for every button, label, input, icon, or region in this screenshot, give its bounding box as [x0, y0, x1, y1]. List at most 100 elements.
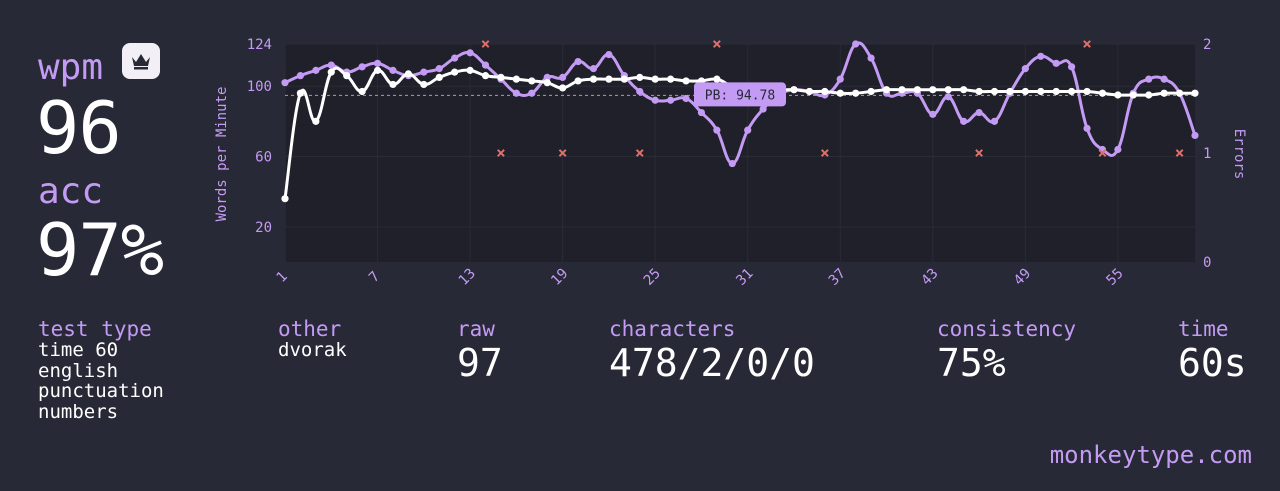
y2-axis: 0 1 2 — [1203, 37, 1211, 271]
wpm-value: 96 — [36, 86, 122, 170]
pb-label-text: PB: 94.78 — [705, 88, 775, 103]
raw-point — [1083, 124, 1091, 132]
raw-point — [512, 89, 520, 97]
error-marker-stroke — [975, 149, 983, 157]
error-marker-stroke — [712, 40, 721, 48]
wpm-point — [960, 86, 968, 94]
raw-point — [528, 89, 536, 97]
raw-point — [574, 57, 582, 66]
raw-point — [713, 126, 721, 134]
wpm-point — [373, 66, 382, 74]
raw-point — [1145, 75, 1153, 83]
wpm-point — [913, 86, 921, 94]
crown-icon[interactable] — [122, 43, 160, 79]
error-marker — [1083, 40, 1091, 48]
raw-point — [605, 50, 613, 59]
raw-point — [481, 61, 490, 69]
raw-point — [296, 72, 305, 80]
wpm-label: wpm — [38, 47, 104, 88]
wpm-point — [1175, 89, 1184, 97]
consistency-label: consistency — [937, 317, 1077, 341]
wpm-point — [836, 89, 844, 97]
x-tick-label: 55 — [1103, 266, 1126, 289]
error-markers — [481, 40, 1184, 157]
raw-point — [373, 59, 382, 67]
wpm-point — [1021, 87, 1029, 96]
characters-value: 478/2/0/0 — [609, 341, 815, 385]
wpm-point — [852, 89, 860, 97]
raw-point — [1052, 59, 1060, 67]
acc-value: 97% — [36, 208, 164, 292]
test-type-line: english — [38, 359, 119, 382]
wpm-point — [790, 86, 798, 94]
wpm-point — [975, 87, 983, 96]
consistency-value: 75% — [937, 341, 1006, 385]
y-axis: 20 60 100 124 — [247, 37, 272, 236]
wpm-point — [882, 86, 891, 94]
characters-label: characters — [609, 317, 736, 341]
wpm-point — [651, 75, 659, 83]
wpm-point — [898, 86, 906, 94]
y-tick-label: 124 — [247, 37, 272, 53]
raw-point — [559, 73, 567, 82]
error-marker-stroke — [558, 149, 567, 157]
error-marker — [820, 149, 829, 157]
raw-point — [852, 40, 860, 48]
test-type-line: time 60 — [38, 339, 119, 361]
wpm-point — [358, 87, 366, 96]
error-marker-stroke — [635, 149, 644, 157]
wpm-point — [281, 195, 289, 203]
raw-point — [682, 94, 690, 103]
error-marker-stroke — [1175, 149, 1184, 157]
raw-point — [589, 65, 598, 73]
raw-point — [1068, 63, 1076, 71]
wpm-point — [1068, 87, 1076, 96]
raw-point — [1037, 52, 1045, 60]
raw-point — [466, 49, 474, 57]
y2-tick-label: 2 — [1203, 37, 1211, 53]
wpm-point — [929, 86, 937, 94]
raw-point — [420, 68, 428, 76]
x-tick-label: 13 — [456, 266, 479, 289]
wpm-point — [528, 77, 536, 85]
wpm-point — [327, 68, 335, 76]
raw-point — [1191, 131, 1199, 140]
raw-point — [867, 54, 875, 62]
raw-point — [975, 108, 983, 117]
x-tick-label: 49 — [1011, 266, 1034, 289]
y2-axis-label: Errors — [1231, 129, 1247, 180]
raw-point — [960, 117, 968, 125]
test-type-list: time 60 english punctuation numbers — [38, 340, 164, 422]
x-tick-label: 37 — [826, 266, 849, 289]
wpm-point — [605, 75, 613, 83]
error-marker — [481, 40, 490, 48]
wpm-point — [990, 87, 999, 96]
raw-point — [1021, 65, 1029, 73]
wpm-point — [1037, 87, 1045, 96]
error-marker — [497, 149, 505, 157]
wpm-point — [497, 73, 505, 82]
wpm-chart[interactable]: 20 60 100 124 0 1 2 1 7 13 19 25 31 37 43 49 55 PB: 94… — [200, 30, 1270, 300]
raw-point — [728, 159, 736, 168]
error-marker — [712, 40, 721, 48]
error-marker-stroke — [1083, 40, 1091, 48]
raw-point — [281, 79, 289, 87]
time-value: 60s — [1178, 341, 1247, 385]
raw-point — [543, 73, 551, 82]
wpm-point — [1114, 91, 1122, 99]
raw-point — [327, 61, 335, 69]
error-marker-stroke — [820, 149, 829, 157]
wpm-point — [636, 73, 644, 82]
brand-footer[interactable]: monkeytype.com — [1049, 441, 1252, 469]
x-tick-label: 25 — [641, 266, 664, 289]
wpm-point — [420, 80, 428, 89]
wpm-point — [1145, 91, 1153, 99]
y2-tick-label: 1 — [1203, 146, 1211, 162]
wpm-point — [574, 77, 582, 85]
wpm-point — [1083, 87, 1091, 96]
other-label: other — [278, 317, 342, 341]
error-marker — [1175, 149, 1184, 157]
raw-point — [744, 126, 752, 134]
wpm-point — [559, 84, 567, 92]
raw-point — [636, 87, 644, 96]
